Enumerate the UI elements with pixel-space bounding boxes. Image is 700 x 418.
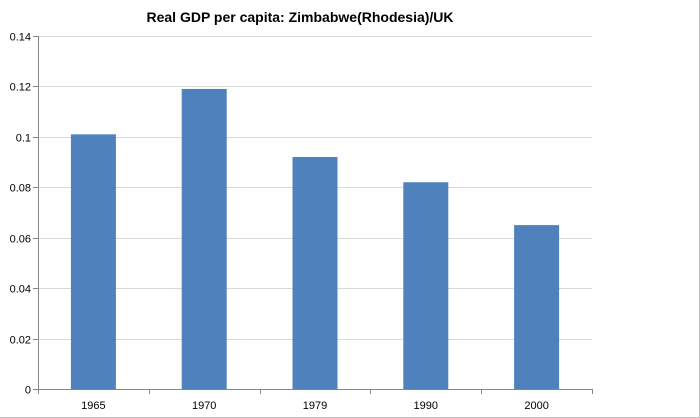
x-tick-label: 1979 (303, 400, 327, 412)
bar-1990 (403, 182, 449, 389)
bar-1979 (292, 157, 338, 389)
axes (33, 36, 593, 394)
x-tick-labels: 1965 1970 1979 1990 2000 (81, 400, 549, 412)
y-tick-labels: 0 0.02 0.04 0.06 0.08 0.1 0.12 0.14 (10, 32, 31, 397)
x-tick-label: 1970 (192, 400, 216, 412)
x-tick-label: 2000 (524, 400, 548, 412)
bars (70, 88, 560, 389)
x-tick-label: 1990 (414, 400, 438, 412)
y-tick-label: 0.08 (10, 183, 31, 195)
x-tick-label: 1965 (81, 400, 105, 412)
bar-2000 (514, 225, 560, 389)
y-tick-label: 0 (25, 385, 31, 397)
chart-title: Real GDP per capita: Zimbabwe(Rhodesia)/… (146, 9, 454, 25)
y-tick-label: 0.1 (16, 133, 31, 145)
bar-1965 (70, 134, 116, 389)
y-tick-label: 0.02 (10, 335, 31, 347)
y-tick-label: 0.14 (10, 32, 31, 44)
bar-1970 (181, 88, 227, 389)
y-tick-label: 0.06 (10, 234, 31, 246)
y-tick-label: 0.12 (10, 82, 31, 94)
y-tick-label: 0.04 (10, 284, 31, 296)
gridlines (38, 36, 592, 340)
